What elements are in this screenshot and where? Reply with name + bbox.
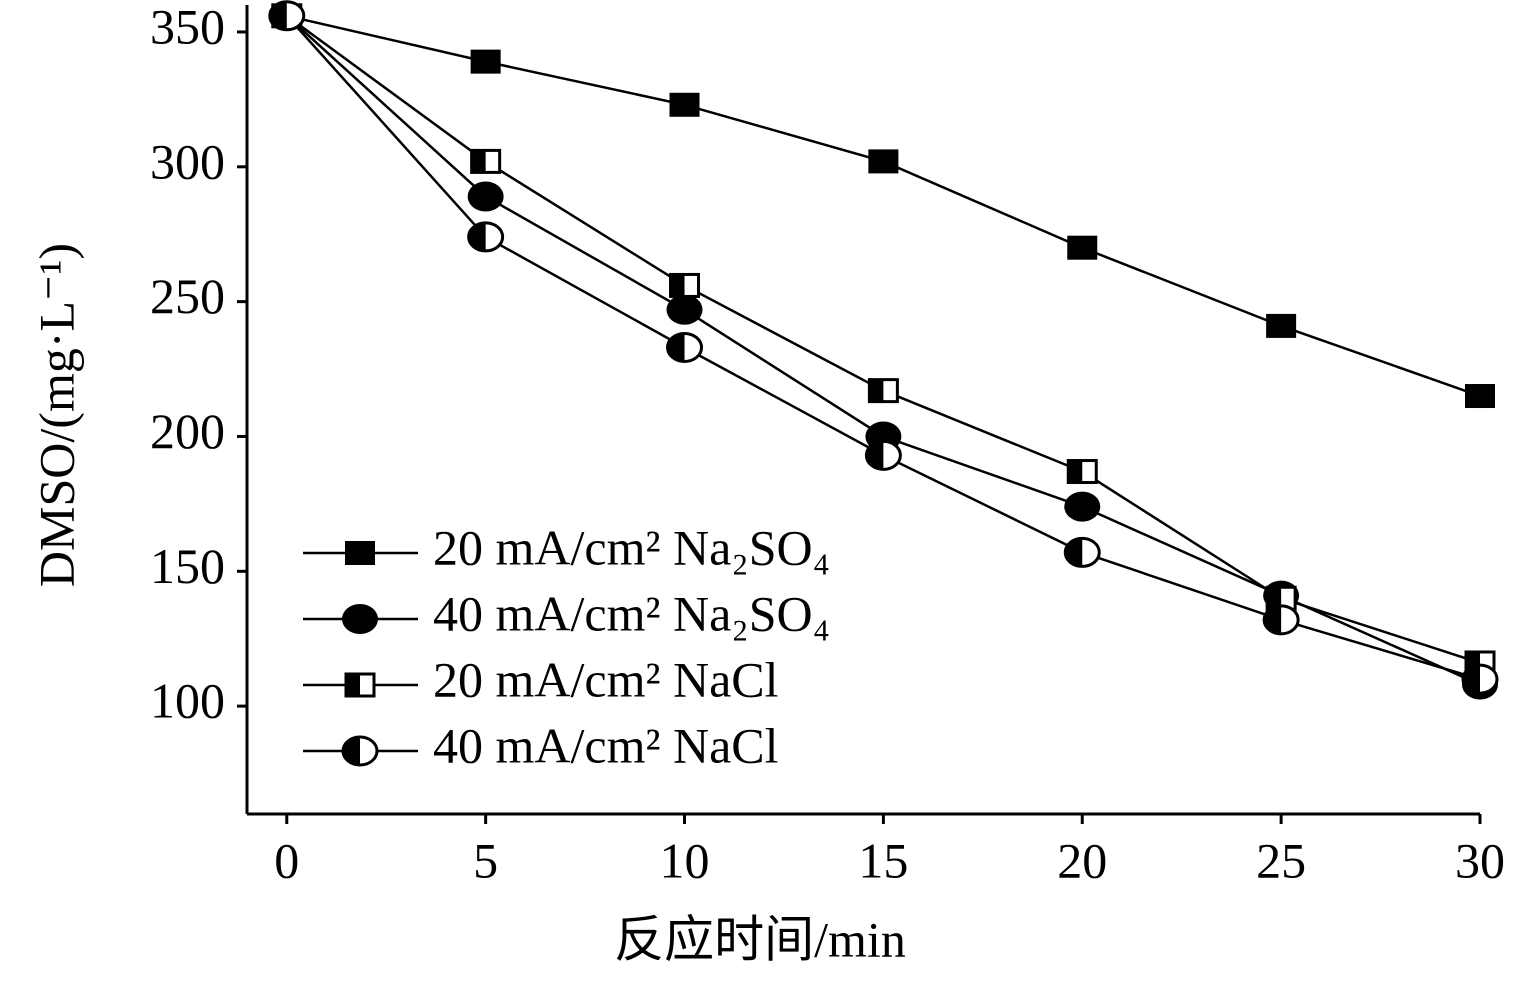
series-line	[285, 14, 1481, 681]
data-point	[470, 49, 501, 74]
y-tick-label: 100	[150, 673, 225, 729]
data-point	[1064, 491, 1101, 522]
data-point	[666, 294, 703, 325]
data-point	[669, 92, 700, 117]
marker-shape	[468, 222, 486, 251]
data-point	[467, 221, 505, 253]
marker-shape	[470, 49, 501, 74]
marker-shape	[1465, 384, 1495, 409]
y-tick-label: 200	[150, 403, 225, 459]
legend-label: 20 mA/cm² Na₂SO₄	[433, 519, 830, 575]
y-tick-label: 300	[150, 133, 225, 189]
marker-shape	[343, 737, 360, 765]
marker-shape	[1463, 665, 1480, 694]
data-point	[868, 149, 899, 174]
marker-shape	[1065, 538, 1083, 567]
data-point	[1067, 235, 1098, 260]
data-point	[669, 272, 701, 298]
series-line	[285, 14, 1481, 686]
series-line	[286, 14, 1481, 398]
marker-shape	[467, 181, 504, 212]
data-point	[666, 331, 704, 363]
x-tick-label: 5	[473, 832, 498, 888]
marker-shape	[667, 333, 685, 362]
marker-shape	[269, 1, 287, 30]
legend-marker	[342, 604, 378, 634]
y-axis-label: DMSO/(mg·L⁻¹)	[28, 243, 84, 587]
data-point	[1063, 536, 1101, 568]
marker-shape	[669, 92, 700, 117]
data-point	[268, 0, 306, 32]
y-tick-label: 350	[150, 0, 225, 54]
marker-shape	[1264, 605, 1282, 634]
data-point	[864, 439, 902, 471]
marker-shape	[1064, 491, 1101, 522]
marker-shape	[1067, 235, 1098, 260]
x-tick-label: 20	[1057, 832, 1107, 888]
data-point	[1461, 663, 1499, 695]
marker-shape	[869, 379, 884, 402]
marker-shape	[670, 274, 685, 297]
x-tick-label: 15	[858, 832, 908, 888]
x-tick-label: 30	[1455, 832, 1505, 888]
data-point	[867, 378, 899, 404]
marker-shape	[1068, 460, 1083, 483]
y-tick-label: 250	[150, 268, 225, 324]
data-point	[1066, 459, 1098, 485]
x-tick-label: 0	[274, 832, 299, 888]
legend-label: 40 mA/cm² NaCl	[433, 717, 779, 773]
data-point	[1266, 313, 1297, 338]
data-point	[1465, 384, 1495, 409]
marker-shape	[346, 674, 360, 696]
marker-shape	[1267, 587, 1282, 610]
legend-label: 20 mA/cm² NaCl	[433, 651, 779, 707]
legend-marker	[345, 541, 375, 565]
x-tick-label: 10	[660, 832, 710, 888]
data-point	[467, 181, 504, 212]
marker-shape	[866, 441, 884, 470]
marker-shape	[342, 604, 378, 634]
x-axis-label: 反应时间/min	[614, 911, 906, 967]
legend-marker	[344, 672, 376, 698]
legend-label: 40 mA/cm² Na₂SO₄	[433, 585, 830, 641]
x-tick-label: 25	[1256, 832, 1306, 888]
y-tick-label: 150	[150, 538, 225, 594]
marker-shape	[1266, 313, 1297, 338]
data-point	[470, 148, 502, 174]
marker-shape	[666, 294, 703, 325]
marker-shape	[345, 541, 375, 565]
marker-shape	[471, 150, 486, 173]
data-point	[1262, 604, 1300, 636]
marker-shape	[868, 149, 899, 174]
legend-marker	[341, 735, 379, 767]
